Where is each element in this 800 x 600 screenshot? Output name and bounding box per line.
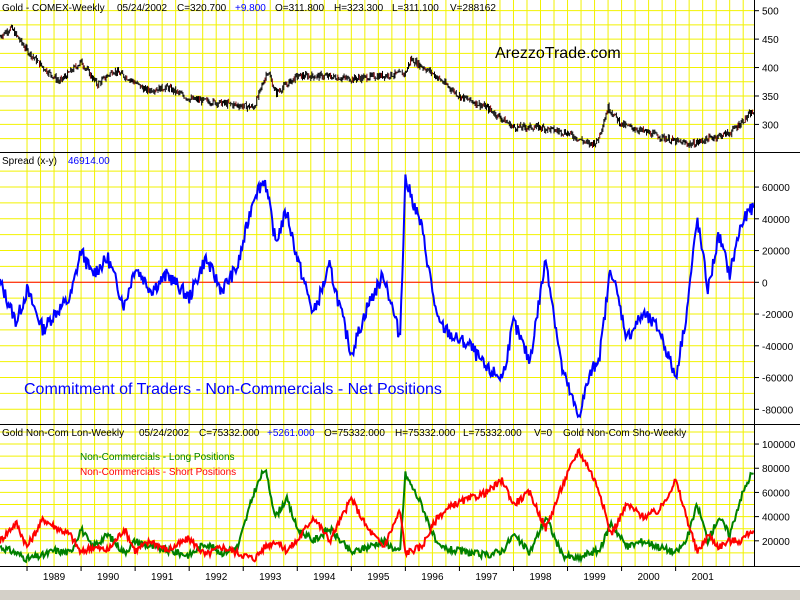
- watermark: ArezzoTrade.com: [495, 45, 621, 62]
- short-positions-line: [0, 447, 755, 563]
- x-tick-label: 1996: [421, 572, 444, 583]
- spread-series-line: [0, 174, 755, 419]
- y-tick-label: 20000: [762, 537, 790, 548]
- plot-marks: [0, 24, 755, 564]
- price-header-high: H=323.300: [334, 3, 384, 14]
- legend-short: Non-Commercials - Short Positions: [80, 467, 236, 478]
- x-tick-label: 1994: [313, 572, 336, 583]
- price-header-volume: V=288162: [450, 3, 496, 14]
- y-tick-label: 80000: [762, 464, 790, 475]
- y-axis-ticks: 300 350 400 450 500 -80000 -60000 -40000 -20000 0…: [754, 7, 796, 548]
- x-tick-label: 2001: [692, 572, 715, 583]
- y-tick-label: 350: [762, 92, 779, 103]
- y-tick-label: 40000: [762, 215, 790, 226]
- cot-header-high: H=75332.000: [395, 428, 456, 439]
- horizontal-scrollbar[interactable]: [0, 590, 800, 600]
- cot-header-low: L=75332.000: [463, 428, 522, 439]
- x-tick-label: 1995: [367, 572, 390, 583]
- x-tick-label: 1993: [259, 572, 282, 583]
- y-tick-label: 450: [762, 35, 779, 46]
- cot-header-second: Gold Non-Com Sho-Weekly: [563, 428, 686, 439]
- y-tick-label: 20000: [762, 247, 790, 258]
- x-tick-label: 1999: [583, 572, 606, 583]
- cot-header: Gold Non-Com Lon-Weekly 05/24/2002 C=753…: [2, 428, 686, 439]
- cot-header-date: 05/24/2002: [139, 428, 189, 439]
- price-header-change: +9.800: [235, 3, 266, 14]
- cot-header-close: C=75332.000: [199, 428, 260, 439]
- y-tick-label: 300: [762, 120, 779, 131]
- x-axis-ticks: 1989 1990 1991 1992 1993 1994 1995 1996 1997 1998…: [26, 566, 715, 583]
- price-header-name: Gold - COMEX-Weekly: [2, 3, 105, 14]
- cot-header-change: +5261.000: [267, 428, 315, 439]
- x-tick-label: 1998: [529, 572, 552, 583]
- cot-header-volume: V=0: [534, 428, 553, 439]
- spread-annotation: Commitment of Traders - Non-Commercials …: [24, 381, 442, 398]
- y-tick-label: -20000: [762, 310, 794, 321]
- long-positions-line: [0, 468, 754, 564]
- cot-header-open: O=75332.000: [324, 428, 385, 439]
- y-tick-label: -40000: [762, 342, 794, 353]
- price-header-low: L=311.100: [392, 3, 439, 14]
- spread-header: Spread (x-y) 46914.00: [2, 156, 110, 167]
- grid-lines: [0, 0, 754, 566]
- spread-header-value: 46914.00: [68, 156, 110, 167]
- x-tick-label: 1989: [43, 572, 66, 583]
- price-header-close: C=320.700: [177, 3, 227, 14]
- cot-header-name: Gold Non-Com Lon-Weekly: [2, 428, 124, 439]
- y-tick-label: 100000: [762, 440, 796, 451]
- y-tick-label: -80000: [762, 405, 794, 416]
- y-tick-label: 0: [762, 278, 768, 289]
- x-tick-label: 1990: [97, 572, 120, 583]
- y-tick-label: 60000: [762, 183, 790, 194]
- spread-header-name: Spread (x-y): [2, 156, 57, 167]
- price-header-date: 05/24/2002: [117, 3, 167, 14]
- x-tick-label: 1997: [475, 572, 498, 583]
- x-tick-label: 1991: [151, 572, 174, 583]
- y-tick-label: -60000: [762, 374, 794, 385]
- y-tick-label: 500: [762, 7, 779, 18]
- x-tick-label: 1992: [205, 572, 228, 583]
- legend-long: Non-Commercials - Long Positions: [80, 452, 235, 463]
- y-tick-label: 40000: [762, 513, 790, 524]
- y-tick-label: 400: [762, 64, 779, 75]
- price-header-open: O=311.800: [275, 3, 324, 14]
- x-tick-label: 2000: [637, 572, 660, 583]
- price-header: Gold - COMEX-Weekly 05/24/2002 C=320.700…: [2, 3, 496, 14]
- y-tick-label: 60000: [762, 488, 790, 499]
